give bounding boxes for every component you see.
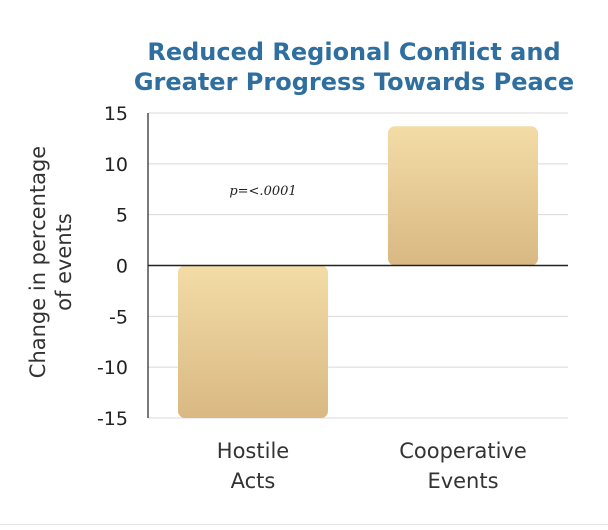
bar — [178, 265, 328, 418]
category-label: Acts — [231, 469, 276, 493]
bar — [388, 126, 538, 266]
y-tick-label: 5 — [116, 205, 128, 227]
y-tick-label: 0 — [116, 256, 128, 278]
y-tick-label: -10 — [97, 357, 128, 379]
category-label: Events — [427, 469, 498, 493]
category-label: Hostile — [217, 439, 289, 463]
y-tick-label: 15 — [104, 103, 128, 125]
bottom-divider — [0, 524, 608, 525]
axes — [147, 113, 568, 418]
y-axis-label: Change in percentage of events — [26, 146, 76, 378]
chart-title-line-2: Greater Progress Towards Peace — [134, 68, 574, 96]
y-axis-label-line-1: Change in percentage — [26, 146, 50, 378]
y-tick-label: -15 — [97, 408, 128, 430]
y-axis-label-line-2: of events — [52, 213, 76, 311]
bars — [178, 126, 538, 418]
y-tick-label: 10 — [104, 154, 128, 176]
category-label: Cooperative — [399, 439, 527, 463]
chart-title-line-1: Reduced Regional Conflict and — [147, 38, 560, 66]
category-labels: Hostile Acts Cooperative Events — [217, 439, 527, 493]
significance-annotation: p=<.0001 — [229, 184, 296, 199]
y-tick-label: -5 — [109, 306, 128, 328]
y-tick-labels: 15 10 5 0 -5 -10 -15 — [97, 103, 128, 430]
